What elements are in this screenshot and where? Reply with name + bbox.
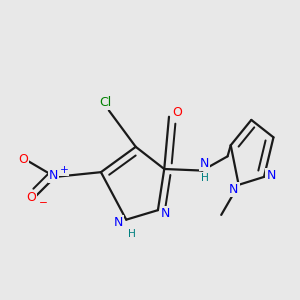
Text: H: H xyxy=(201,172,209,182)
Text: Cl: Cl xyxy=(100,96,112,109)
Text: N: N xyxy=(229,183,239,196)
Text: N: N xyxy=(266,169,276,182)
Text: H: H xyxy=(128,229,136,239)
Text: N: N xyxy=(161,207,170,220)
Text: N: N xyxy=(114,216,123,229)
Text: −: − xyxy=(38,198,47,208)
Text: N: N xyxy=(200,157,209,170)
Text: N: N xyxy=(49,169,58,182)
Text: O: O xyxy=(26,191,36,204)
Text: O: O xyxy=(172,106,182,118)
Text: O: O xyxy=(18,153,28,166)
Text: +: + xyxy=(59,165,68,175)
